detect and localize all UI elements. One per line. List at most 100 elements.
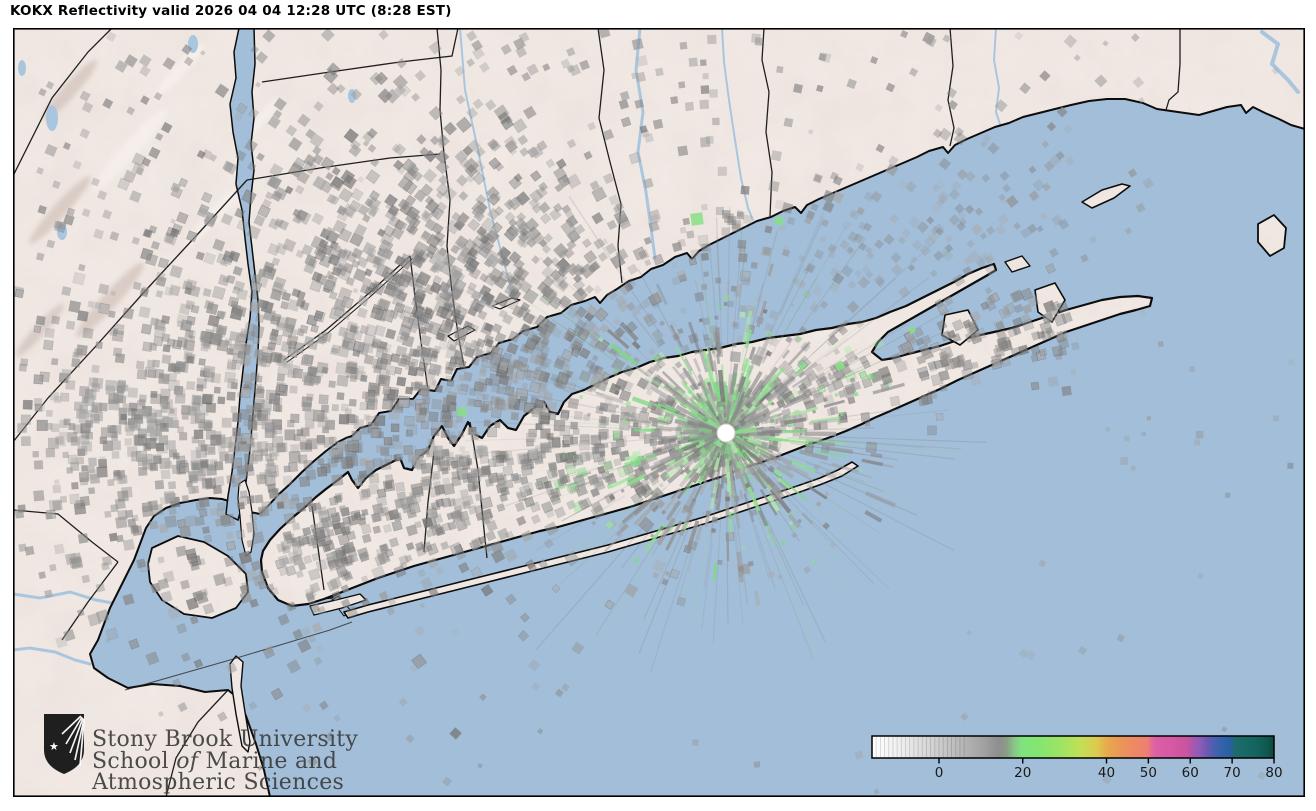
echo: [475, 386, 485, 396]
echo: [251, 383, 263, 395]
echo: [135, 450, 148, 462]
echo: [239, 584, 250, 594]
echo: [655, 499, 666, 509]
echo: [239, 490, 248, 499]
echo: [281, 291, 292, 302]
colorbar-tick-label: 70: [1224, 765, 1241, 781]
echo: [690, 248, 700, 259]
echo: [94, 302, 102, 310]
echo: [376, 444, 384, 453]
echo: [232, 265, 243, 277]
echo: [284, 185, 294, 195]
echo: [282, 238, 297, 253]
echo: [391, 519, 403, 532]
echo: [324, 419, 335, 430]
echo: [88, 457, 97, 467]
echo: [359, 283, 371, 295]
echo: [702, 73, 709, 80]
echo: [1030, 345, 1041, 356]
echo: [926, 425, 938, 436]
echo: [438, 174, 449, 186]
echo: [251, 324, 265, 339]
echo: [743, 214, 753, 225]
echo: [63, 214, 75, 226]
echo: [176, 211, 189, 225]
echo: [132, 281, 142, 291]
echo: [731, 219, 742, 230]
echo: [703, 271, 709, 278]
echo: [176, 460, 183, 467]
echo: [447, 361, 458, 372]
echo: [276, 373, 286, 382]
echo: [527, 562, 538, 573]
echo: [211, 285, 226, 300]
echo: [293, 342, 305, 354]
echo: [434, 384, 443, 393]
echo: [676, 596, 687, 607]
echo: [191, 436, 199, 444]
echo: [337, 441, 347, 452]
echo: [198, 473, 206, 482]
echo: [251, 442, 262, 453]
echo: [431, 420, 441, 431]
echo: [264, 644, 275, 655]
echo: [335, 362, 348, 375]
echo: [193, 658, 204, 669]
echo: [292, 367, 304, 379]
echo: [417, 568, 427, 578]
echo: [348, 143, 362, 158]
echo: [699, 99, 710, 110]
echo: [345, 276, 356, 287]
echo: [216, 324, 228, 336]
echo: [147, 440, 155, 448]
echo: [230, 406, 238, 413]
echo: [337, 286, 353, 302]
echo: [261, 418, 273, 430]
echo: [320, 516, 333, 529]
echo: [474, 492, 484, 502]
echo: [226, 274, 236, 285]
echo: [449, 727, 462, 740]
echo: [88, 487, 96, 495]
echo: [270, 687, 284, 701]
echo: [71, 482, 79, 490]
echo: [251, 281, 263, 293]
echo: [125, 509, 134, 519]
echo: [20, 358, 29, 367]
echo: [652, 445, 657, 450]
echo: [347, 440, 360, 453]
echo: [414, 520, 423, 529]
echo: [331, 450, 339, 458]
echo: [361, 426, 371, 435]
echo: [226, 474, 236, 484]
echo: [691, 739, 699, 746]
echo: [24, 545, 35, 556]
echo: [180, 459, 188, 468]
echo: [678, 273, 688, 283]
echo: [262, 309, 275, 322]
echo: [408, 502, 421, 515]
echo: [360, 597, 370, 607]
echo: [394, 441, 403, 450]
echo: [385, 328, 397, 340]
echo: [420, 478, 433, 491]
echo: [186, 355, 195, 364]
echo: [585, 359, 596, 370]
echo: [140, 323, 153, 335]
echo: [340, 169, 356, 185]
echo: [421, 395, 431, 405]
colorbar-tick-label: 40: [1098, 765, 1115, 781]
echo: [373, 324, 387, 337]
echo: [394, 497, 406, 509]
county-boundary: [165, 689, 229, 797]
echo: [541, 265, 555, 280]
echo: [177, 426, 184, 433]
echo: [711, 516, 719, 524]
echo: [481, 357, 493, 369]
echo: [990, 358, 1003, 370]
echo: [407, 365, 419, 377]
echo: [333, 454, 342, 463]
echo: [301, 435, 307, 440]
echo: [318, 394, 329, 405]
echo: [166, 440, 176, 450]
